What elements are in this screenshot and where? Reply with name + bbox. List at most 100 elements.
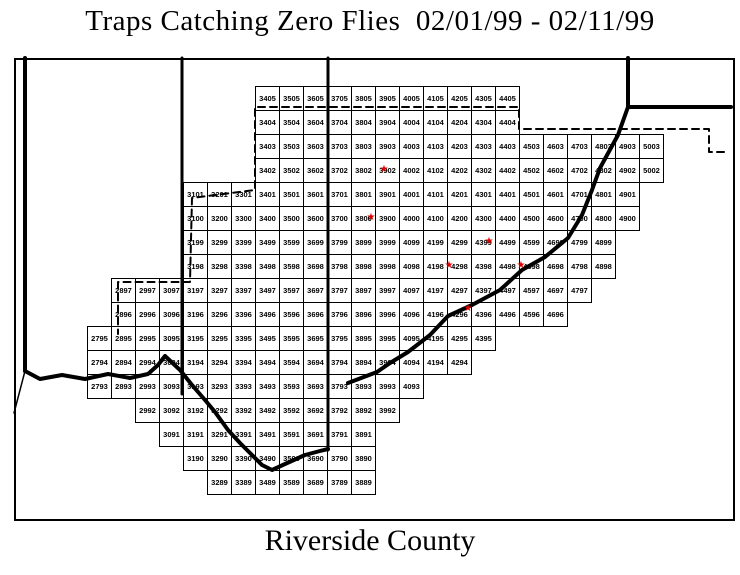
grid-cell-4701: 4701	[567, 182, 592, 207]
grid-cell-3298: 3298	[207, 254, 232, 279]
grid-cell-3496: 3496	[255, 302, 280, 327]
grid-cell-4300: 4300	[471, 206, 496, 231]
grid-cell-3097: 3097	[159, 278, 184, 303]
grid-cell-3905: 3905	[375, 86, 400, 111]
grid-cell-3195: 3195	[183, 326, 208, 351]
grid-cell-4297: 4297	[447, 278, 472, 303]
grid-cell-4903: 4903	[615, 134, 640, 159]
grid-cell-4597: 4597	[519, 278, 544, 303]
grid-cell-4401: 4401	[495, 182, 520, 207]
grid-cell-4602: 4602	[543, 158, 568, 183]
trap-marker-4298: ★	[444, 260, 454, 271]
grid-cell-3904: 3904	[375, 110, 400, 135]
grid-cell-3597: 3597	[279, 278, 304, 303]
grid-cell-3291: 3291	[207, 422, 232, 447]
grid-cell-3591: 3591	[279, 422, 304, 447]
grid-cell-4898: 4898	[591, 254, 616, 279]
grid-cell-4803: 4803	[591, 134, 616, 159]
grid-cell-3689: 3689	[303, 470, 328, 495]
grid-cell-3894: 3894	[351, 350, 376, 375]
grid-cell-4101: 4101	[423, 182, 448, 207]
grid-cell-3592: 3592	[279, 398, 304, 423]
grid-cell-4003: 4003	[399, 134, 424, 159]
grid-cell-4305: 4305	[471, 86, 496, 111]
grid-cell-5003: 5003	[639, 134, 664, 159]
grid-cell-4800: 4800	[591, 206, 616, 231]
grid-cell-3296: 3296	[207, 302, 232, 327]
grid-cell-4000: 4000	[399, 206, 424, 231]
grid-cell-3290: 3290	[207, 446, 232, 471]
grid-cell-4098: 4098	[399, 254, 424, 279]
grid-cell-4400: 4400	[495, 206, 520, 231]
grid-cell-5002: 5002	[639, 158, 664, 183]
grid-cell-3497: 3497	[255, 278, 280, 303]
grid-cell-4600: 4600	[543, 206, 568, 231]
grid-cell-3395: 3395	[231, 326, 256, 351]
grid-cell-3805: 3805	[351, 86, 376, 111]
grid-cell-4398: 4398	[471, 254, 496, 279]
grid-cell-3995: 3995	[375, 326, 400, 351]
grid-cell-3400: 3400	[255, 206, 280, 231]
grid-cell-4395: 4395	[471, 326, 496, 351]
grid-cell-4005: 4005	[399, 86, 424, 111]
trap-marker-3902: ★	[379, 164, 389, 175]
grid-cell-4699: 4699	[543, 230, 568, 255]
grid-cell-4698: 4698	[543, 254, 568, 279]
grid-cell-3389: 3389	[231, 470, 256, 495]
grid-cell-3495: 3495	[255, 326, 280, 351]
grid-cell-3695: 3695	[303, 326, 328, 351]
grid-cell-3402: 3402	[255, 158, 280, 183]
grid-cell-3493: 3493	[255, 374, 280, 399]
grid-cell-4196: 4196	[423, 302, 448, 327]
grid-cell-2895: 2895	[111, 326, 136, 351]
grid-cell-3295: 3295	[207, 326, 232, 351]
grid-cell-3701: 3701	[327, 182, 352, 207]
grid-cell-4397: 4397	[471, 278, 496, 303]
grid-cell-3804: 3804	[351, 110, 376, 135]
grid-cell-3696: 3696	[303, 302, 328, 327]
grid-cell-3201: 3201	[207, 182, 232, 207]
grid-cell-3390: 3390	[231, 446, 256, 471]
grid-cell-3605: 3605	[303, 86, 328, 111]
grid-cell-3596: 3596	[279, 302, 304, 327]
grid-cell-3803: 3803	[351, 134, 376, 159]
grid-cell-3801: 3801	[351, 182, 376, 207]
grid-cell-3504: 3504	[279, 110, 304, 135]
grid-cell-4596: 4596	[519, 302, 544, 327]
grid-cell-3791: 3791	[327, 422, 352, 447]
grid-cell-3998: 3998	[375, 254, 400, 279]
grid-cell-4601: 4601	[543, 182, 568, 207]
grid-cell-3401: 3401	[255, 182, 280, 207]
grid-cell-3795: 3795	[327, 326, 352, 351]
grid-cell-3702: 3702	[327, 158, 352, 183]
grid-cell-3892: 3892	[351, 398, 376, 423]
grid-cell-3704: 3704	[327, 110, 352, 135]
grid-cell-4103: 4103	[423, 134, 448, 159]
grid-cell-3996: 3996	[375, 302, 400, 327]
grid-cell-4295: 4295	[447, 326, 472, 351]
grid-cell-4702: 4702	[567, 158, 592, 183]
grid-cell-3794: 3794	[327, 350, 352, 375]
grid-cell-3403: 3403	[255, 134, 280, 159]
grid-cell-3502: 3502	[279, 158, 304, 183]
grid-cell-2997: 2997	[135, 278, 160, 303]
grid-cell-4797: 4797	[567, 278, 592, 303]
grid-cell-3999: 3999	[375, 230, 400, 255]
grid-cell-4501: 4501	[519, 182, 544, 207]
grid-cell-3491: 3491	[255, 422, 280, 447]
grid-cell-4097: 4097	[399, 278, 424, 303]
grid-cell-4093: 4093	[399, 374, 424, 399]
grid-cell-3589: 3589	[279, 470, 304, 495]
grid-cell-3992: 3992	[375, 398, 400, 423]
grid-cell-4496: 4496	[495, 302, 520, 327]
grid-cell-3900: 3900	[375, 206, 400, 231]
grid-cell-3697: 3697	[303, 278, 328, 303]
grid-cell-3700: 3700	[327, 206, 352, 231]
grid-cell-3396: 3396	[231, 302, 256, 327]
grid-cell-4200: 4200	[447, 206, 472, 231]
grid-cell-4303: 4303	[471, 134, 496, 159]
grid-cell-4096: 4096	[399, 302, 424, 327]
trap-marker-3800: ★	[366, 212, 376, 223]
grid-cell-3393: 3393	[231, 374, 256, 399]
grid-cell-3703: 3703	[327, 134, 352, 159]
